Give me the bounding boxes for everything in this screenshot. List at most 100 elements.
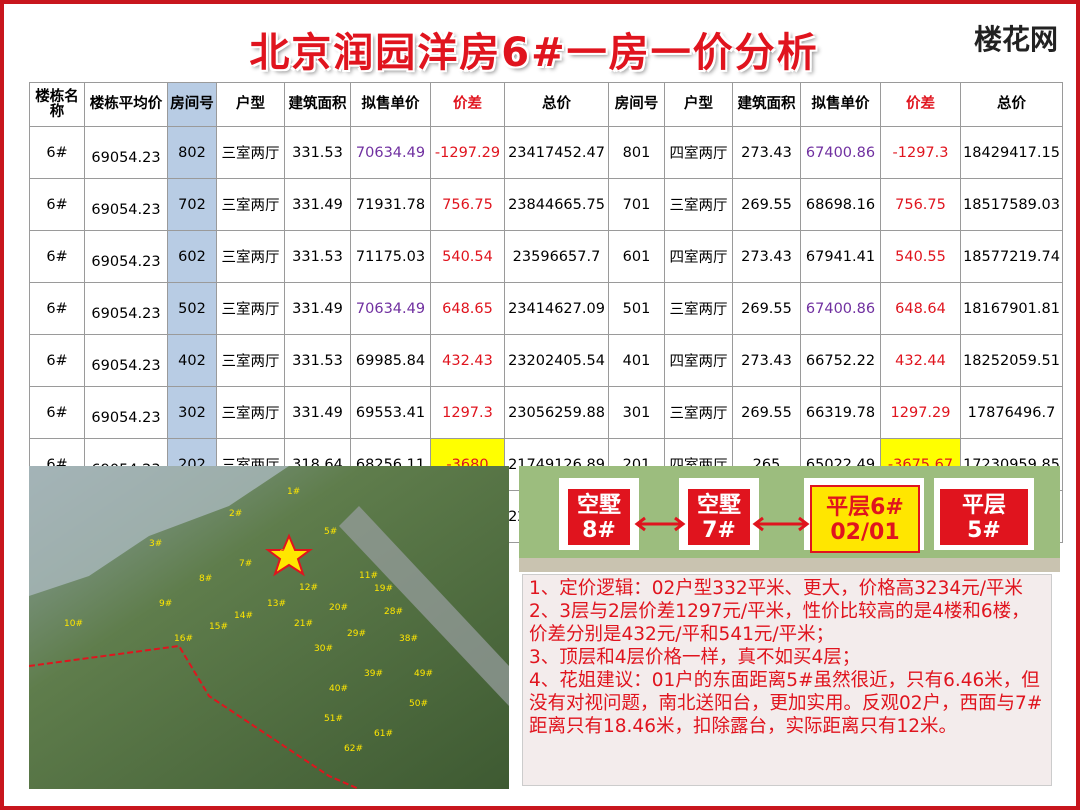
table-cell: 66752.22: [800, 334, 881, 387]
table-cell: 269.55: [732, 386, 801, 439]
plan-label: 空墅: [577, 492, 621, 518]
table-cell: 四室两厅: [664, 230, 733, 283]
column-header: 房间号: [608, 82, 665, 127]
plan-label: 空墅: [697, 492, 741, 518]
note-paragraph: 2、3层与2层价差1297元/平米，性价比较高的是4楼和6楼，价差分别是432元…: [529, 601, 1030, 645]
table-cell: 6#: [29, 282, 85, 335]
table-cell: 三室两厅: [216, 230, 285, 283]
plan-road: [519, 558, 1060, 572]
table-cell: 67941.41: [800, 230, 881, 283]
table-cell: 69054.23: [84, 178, 168, 231]
table-cell: 402: [167, 334, 217, 387]
table-cell: 273.43: [732, 126, 801, 179]
table-cell: 69054.23: [84, 386, 168, 439]
plan-label: 7#: [702, 518, 736, 543]
aerial-map: 1# 2# 3# 5# 6# 7# 8# 9# 10# 11# 12# 13# 14# 15# 16# 19#…: [29, 466, 509, 789]
table-cell: 269.55: [732, 178, 801, 231]
building-label: 29#: [347, 629, 366, 639]
plan-label: 5#: [967, 518, 1001, 543]
note-paragraph: 4、花姐建议：01户的东面距离5#虽然很近，只有6.46米，但没有对视问题，南北…: [529, 670, 1043, 737]
table-cell: 301: [608, 386, 665, 439]
table-cell: 432.44: [880, 334, 961, 387]
table-cell: 702: [167, 178, 217, 231]
plan-label: 平层: [962, 493, 1006, 518]
column-header: 楼栋名称: [29, 82, 85, 127]
building-label: 15#: [209, 622, 228, 632]
building-label: 20#: [329, 603, 348, 613]
building-label: 30#: [314, 644, 333, 654]
table-cell: 273.43: [732, 334, 801, 387]
table-row: 6# 69054.23 302 三室两厅 331.49 69553.41 1297.3 230…: [29, 386, 1063, 439]
building-label: 3#: [149, 539, 162, 549]
table-cell: 6#: [29, 230, 85, 283]
table-cell: 501: [608, 282, 665, 335]
table-cell: 331.53: [284, 126, 351, 179]
table-cell: 18577219.74: [960, 230, 1063, 283]
table-cell: 1297.29: [880, 386, 961, 439]
table-cell: 69054.23: [84, 126, 168, 179]
table-cell: 三室两厅: [216, 126, 285, 179]
table-cell: 6#: [29, 334, 85, 387]
water: [29, 466, 289, 596]
column-header: 拟售单价: [350, 82, 431, 127]
header-row: 楼栋名称 楼栋平均价 房间号 户型 建筑面积 拟售单价 价差 总价 房间号 户型 建筑面积 拟售单价价…: [29, 82, 1063, 127]
table-cell: 23417452.47: [504, 126, 609, 179]
column-header: 户型: [216, 82, 285, 127]
table-cell: 540.54: [430, 230, 505, 283]
table-row: 6# 69054.23 802 三室两厅 331.53 70634.49 -1297.29 2…: [29, 126, 1063, 179]
table-cell: 69985.84: [350, 334, 431, 387]
table-cell: 302: [167, 386, 217, 439]
table-cell: 331.49: [284, 178, 351, 231]
column-header: 价差: [880, 82, 961, 127]
table-cell: 17876496.7: [960, 386, 1063, 439]
building-label: 49#: [414, 669, 433, 679]
table-cell: 331.49: [284, 386, 351, 439]
column-header: 楼栋平均价: [84, 82, 168, 127]
column-header: 房间号: [167, 82, 217, 127]
table-cell: 432.43: [430, 334, 505, 387]
building-label: 8#: [199, 574, 212, 584]
table-cell: 23414627.09: [504, 282, 609, 335]
table-cell: 502: [167, 282, 217, 335]
table-cell: 540.55: [880, 230, 961, 283]
column-header: 建筑面积: [732, 82, 801, 127]
building-label: 2#: [229, 509, 242, 519]
building-label: 5#: [324, 527, 337, 537]
price-table: 楼栋名称 楼栋平均价 房间号 户型 建筑面积 拟售单价 价差 总价 房间号 户型 建筑面积 拟售单价价…: [29, 82, 1063, 543]
table-cell: 三室两厅: [216, 386, 285, 439]
table-cell: -1297.3: [880, 126, 961, 179]
building-label: 28#: [384, 607, 403, 617]
building-label: 19#: [374, 584, 393, 594]
column-header: 总价: [504, 82, 609, 127]
building-label: 9#: [159, 599, 172, 609]
table-cell: 67400.86: [800, 126, 881, 179]
table-cell: 三室两厅: [664, 282, 733, 335]
table-cell: 66319.78: [800, 386, 881, 439]
table-cell: 67400.86: [800, 282, 881, 335]
note-paragraph: 3、顶层和4层价格一样，真不如买4层；: [529, 647, 861, 668]
table-cell: 273.43: [732, 230, 801, 283]
table-cell: 648.64: [880, 282, 961, 335]
table-cell: 23202405.54: [504, 334, 609, 387]
table-cell: 69553.41: [350, 386, 431, 439]
table-cell: 23844665.75: [504, 178, 609, 231]
column-header: 拟售单价: [800, 82, 881, 127]
table-cell: 69054.23: [84, 282, 168, 335]
table-cell: 四室两厅: [664, 126, 733, 179]
table-cell: 701: [608, 178, 665, 231]
logo: 楼花网: [973, 23, 1058, 56]
table-cell: 70634.49: [350, 126, 431, 179]
building-label: 13#: [267, 599, 286, 609]
column-header: 户型: [664, 82, 733, 127]
building-label: 1#: [287, 487, 300, 497]
table-cell: 三室两厅: [216, 282, 285, 335]
plan-label-box: [810, 485, 920, 553]
table-cell: 三室两厅: [216, 178, 285, 231]
table-row: 6# 69054.23 602 三室两厅 331.53 71175.03 540.54 235…: [29, 230, 1063, 283]
table-cell: 401: [608, 334, 665, 387]
plan-label-box: [686, 487, 752, 547]
plan-label: 平层6#: [826, 495, 904, 520]
building-label: 39#: [364, 669, 383, 679]
